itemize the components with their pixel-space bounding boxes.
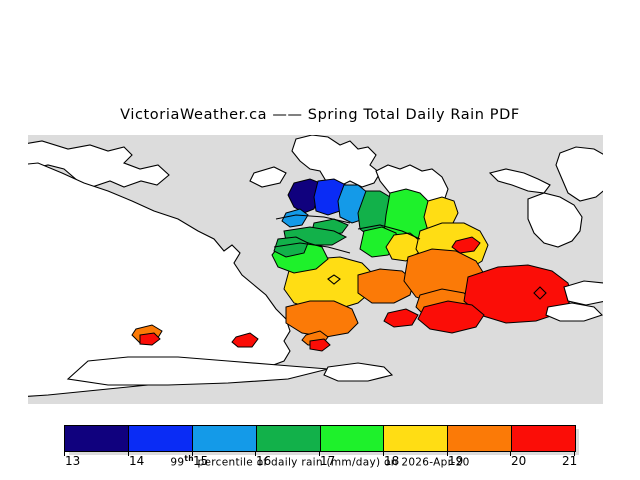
region-southwest-darkgreen-wedge[interactable] [273,236,309,258]
colorbar-tick-19 [447,451,448,456]
colorbar-tick-21 [574,451,575,456]
caption-rest: percentile of daily rain (mm/day) on 202… [193,456,470,469]
coastline-detail-diamond [533,286,547,300]
map-graphic[interactable] [28,135,603,404]
map-panel[interactable] [28,135,603,404]
colorbar-tick-label-20: 20 [511,454,527,468]
colorbar-tick-18 [383,451,384,456]
land-east-body [527,192,583,248]
colorbar-band-17-18[interactable] [320,426,385,451]
colorbar-bands[interactable] [64,425,576,452]
colorbar-tick-20 [510,451,511,456]
land-white-east-strip [545,302,603,322]
colorbar-tick-14 [128,451,129,456]
island-small-red-c[interactable] [139,332,161,346]
colorbar-tick-label-14: 14 [129,454,145,468]
region-south-coast-orange[interactable] [285,300,359,338]
region-southeast-orange-arm[interactable] [357,268,415,304]
colorbar-band-20-21[interactable] [512,426,575,451]
land-north-island-a [291,135,381,188]
page-title: VictoriaWeather.ca —— Spring Total Daily… [120,107,520,123]
land-white-southeast-tip [563,280,603,306]
colorbar-legend: 13 14 15 16 17 18 19 20 21 [0,424,640,480]
colorbar-ticks: 13 14 15 16 17 18 19 20 21 [64,451,578,471]
region-red-spur-a[interactable] [451,236,481,254]
colorbar-tick-label-21: 21 [562,454,578,468]
coastline-detail-channels [275,214,351,224]
colorbar-tick-16 [255,451,256,456]
colorbar-tick-17 [319,451,320,456]
colorbar-tick-label-15: 15 [193,454,209,468]
colorbar-band-14-15[interactable] [128,426,193,451]
island-small-red-b[interactable] [231,332,259,348]
island-small-red-a[interactable] [309,338,331,352]
colorbar-band-15-16[interactable] [192,426,257,451]
caption-superscript: th [184,454,194,463]
region-west-blue-islet[interactable] [281,208,309,228]
colorbar-band-13-14[interactable] [65,426,129,451]
coastline-detail-islet-mark [327,274,341,285]
colorbar-band-16-17[interactable] [256,426,321,451]
colorbar-caption: 99th percentile of daily rain (mm/day) o… [0,454,640,469]
colorbar-band-19-20[interactable] [448,426,513,451]
colorbar-tick-label-19: 19 [448,454,464,468]
region-red-spur-b[interactable] [383,308,419,328]
land-white-bay-a [249,166,287,188]
land-north-strip-c [488,168,551,194]
colorbar-tick-label-13: 13 [65,454,81,468]
colorbar-tick-label-18: 18 [384,454,400,468]
region-northwest-inlet-head[interactable] [287,178,321,214]
caption-prefix: 99 [170,456,185,469]
coastline-detail-channel-2 [273,242,351,254]
colorbar-tick-15 [192,451,193,456]
land-northeast-body [555,146,603,202]
land-vancouver-island [28,140,170,188]
colorbar-tick-label-17: 17 [320,454,336,468]
land-white-south-islet [323,362,394,382]
coastline-detail-channel-3 [357,224,421,240]
colorbar-band-18-19[interactable] [384,426,449,451]
colorbar-tick-label-16: 16 [256,454,272,468]
colorbar-tick-13 [64,451,65,456]
region-southeast-red-arm[interactable] [417,300,485,334]
land-white-south-coast [66,356,329,386]
